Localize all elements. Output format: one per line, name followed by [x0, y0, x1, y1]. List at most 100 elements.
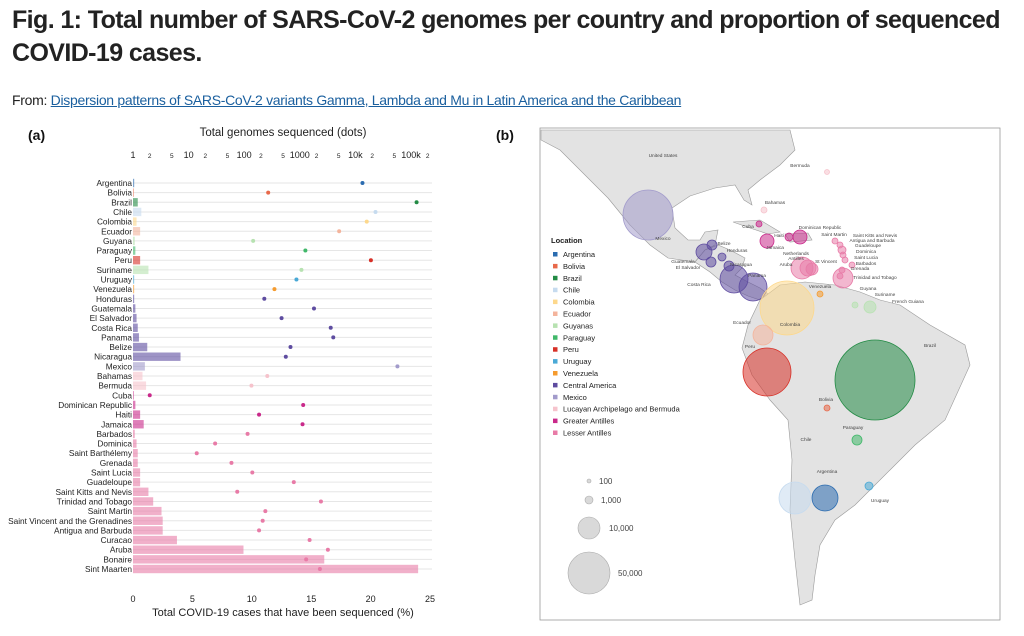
map-place-label: Venezuela	[809, 284, 832, 290]
category-label: Guatemala	[91, 303, 132, 313]
category-label: Suriname	[96, 265, 132, 275]
bar	[133, 497, 154, 506]
dot	[213, 441, 218, 446]
legend-entry: Argentina	[563, 250, 596, 259]
top-axis-tick-label: 5	[281, 153, 285, 160]
top-axis-tick-label: 5	[226, 153, 230, 160]
bar	[133, 256, 141, 265]
legend-swatch	[553, 299, 558, 305]
map-bubble	[759, 280, 815, 336]
map-place-label: Cuba	[742, 224, 754, 230]
map-place-label: Antigua and Barbuda	[849, 238, 894, 244]
bar	[133, 304, 136, 313]
map-place-label: Chile	[801, 437, 812, 443]
dot	[303, 248, 308, 253]
map-place-label: Dominica	[856, 249, 876, 255]
category-label: Honduras	[96, 294, 132, 304]
dot	[300, 422, 305, 427]
map-place-label: Haiti	[774, 233, 784, 239]
map-place-label: Argentina	[817, 469, 838, 475]
top-axis-tick-label: 2	[370, 153, 374, 160]
bar	[133, 188, 134, 197]
map-bubble	[811, 484, 839, 512]
map-bubble	[752, 324, 774, 346]
dot	[304, 557, 309, 562]
size-legend-label: 50,000	[618, 569, 643, 578]
category-label: Chile	[113, 207, 132, 217]
bar	[133, 236, 135, 246]
bar	[133, 516, 163, 525]
legend-entry: Greater Antilles	[563, 417, 615, 426]
map-bubble	[805, 262, 819, 276]
category-label: Mexico	[106, 361, 133, 371]
size-legend-circle	[584, 495, 594, 505]
legend-entry: Paraguay	[563, 333, 595, 342]
legend-swatch	[553, 252, 558, 257]
category-label: Bonaire	[103, 554, 132, 564]
dot	[301, 402, 306, 407]
dot	[272, 287, 277, 292]
map-bubble	[864, 481, 874, 491]
category-label: Argentina	[96, 178, 132, 188]
landmass-hispaniola	[784, 232, 813, 243]
map-bubble	[823, 404, 831, 412]
legend-swatch	[553, 335, 558, 340]
top-axis-tick-label: 2	[259, 153, 263, 160]
bar	[133, 545, 244, 554]
x-axis-tick-label: 0	[130, 594, 135, 604]
map-bubble	[834, 339, 916, 421]
category-label: Uruguay	[101, 275, 133, 285]
map-bubble	[837, 245, 847, 255]
map-place-label: Antilles	[788, 256, 804, 262]
bar	[133, 555, 325, 564]
bar	[133, 535, 177, 545]
category-label: Curacao	[101, 535, 133, 545]
x-axis-tick-label: 15	[306, 594, 316, 604]
map-place-label: United States	[649, 153, 678, 159]
map-place-label: Trinidad and Tobago	[853, 275, 897, 281]
category-label: Antigua and Barbuda	[54, 525, 132, 535]
legend-entry: Peru	[563, 345, 579, 354]
category-label: Saint Kitts and Nevis	[55, 487, 132, 497]
dot	[229, 460, 234, 465]
legend-swatch	[553, 371, 558, 376]
dot	[257, 528, 262, 533]
map-place-label: Saint Martin	[821, 232, 847, 238]
top-axis-tick-label: 2	[426, 153, 430, 160]
map-bubble	[738, 272, 768, 302]
map-bubble	[622, 189, 674, 241]
map-place-label: Ecuador	[733, 320, 751, 326]
bar	[133, 342, 148, 352]
top-axis-tick-label: 1000	[290, 150, 310, 160]
bar	[133, 410, 141, 419]
x-axis-tick-label: 10	[247, 594, 257, 604]
bar	[133, 400, 136, 410]
category-label: Saint Vincent and the Grenadines	[8, 516, 132, 526]
bar	[133, 391, 134, 400]
size-legend-circle	[577, 516, 601, 540]
category-label: Peru	[114, 255, 132, 265]
legend-swatch	[553, 323, 558, 328]
map-place-label: Jamaica	[766, 245, 784, 251]
source-line: From: Dispersion patterns of SARS-CoV-2 …	[12, 92, 681, 108]
dot	[294, 277, 299, 282]
bar	[133, 506, 162, 516]
dot	[311, 306, 316, 311]
category-label: Bermuda	[98, 381, 132, 391]
bar	[133, 458, 138, 468]
dot	[147, 393, 152, 398]
source-article-link[interactable]: Dispersion patterns of SARS-CoV-2 varian…	[50, 92, 682, 108]
map-place-label: Bahamas	[765, 200, 786, 206]
category-label: Venezuela	[93, 284, 132, 294]
map-bubble	[790, 256, 814, 280]
dot	[325, 547, 330, 552]
legend-swatch	[553, 287, 558, 293]
map-place-label: Panama	[748, 273, 766, 279]
map-place-label: Peru	[745, 344, 755, 350]
bar	[133, 362, 145, 371]
bar-dot-chart: Total genomes sequenced (dots)1 2 5 10 2 5 100…	[8, 127, 435, 619]
map-bubble	[838, 266, 846, 274]
map-bubble	[831, 237, 839, 245]
map-place-label: Bermuda	[790, 163, 810, 169]
bar	[133, 227, 141, 236]
